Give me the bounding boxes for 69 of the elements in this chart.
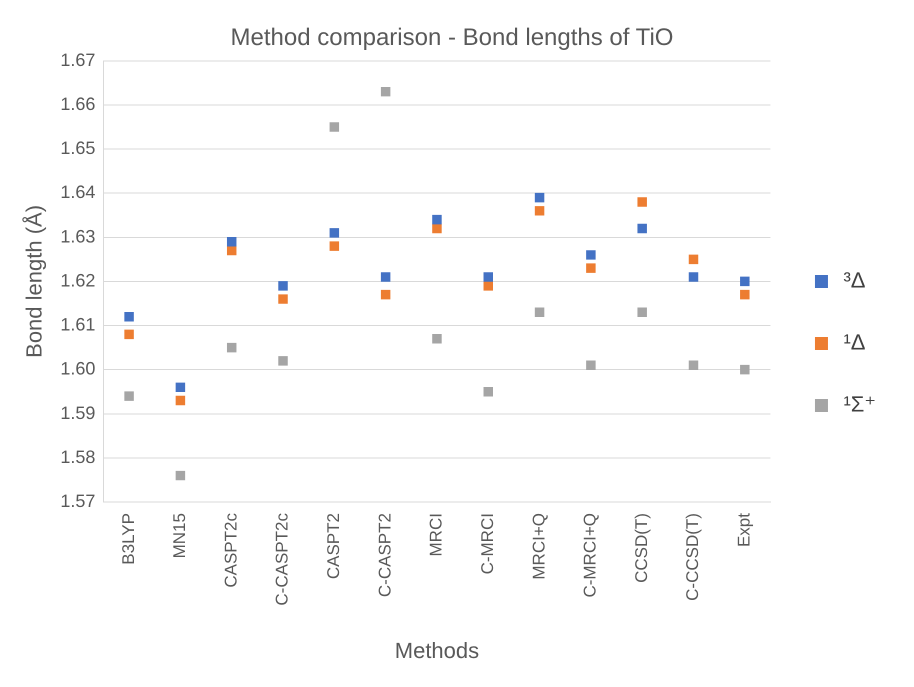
- point: [432, 334, 442, 344]
- point: [432, 214, 442, 224]
- point: [484, 272, 493, 282]
- point: [176, 470, 186, 480]
- point: [330, 241, 340, 251]
- y-tick-label: 1.65: [60, 138, 96, 158]
- x-tick-label: CCSD(T): [632, 513, 651, 583]
- y-tick-label: 1.58: [60, 446, 96, 467]
- point: [586, 360, 596, 370]
- point: [637, 308, 647, 318]
- x-tick-label: CASPT2c: [221, 512, 240, 588]
- point: [586, 250, 596, 260]
- y-tick-label: 1.63: [60, 226, 96, 246]
- y-tick-label: 1.64: [60, 182, 96, 202]
- point: [688, 254, 698, 264]
- y-tick-label: 1.59: [60, 402, 96, 423]
- point: [176, 382, 186, 392]
- point: [380, 86, 390, 96]
- point: [534, 206, 544, 216]
- x-tick-label: C-CASPT2: [375, 513, 394, 598]
- point: [124, 391, 134, 401]
- legend-label: ¹Δ: [843, 330, 866, 355]
- point: [740, 364, 750, 374]
- point: [330, 228, 340, 238]
- point: [278, 281, 288, 291]
- point: [124, 330, 134, 340]
- point: [380, 272, 390, 282]
- point: [380, 290, 390, 300]
- point: [484, 281, 493, 291]
- point: [432, 224, 442, 234]
- x-tick-label: MRCI+Q: [529, 513, 548, 580]
- x-tick-label: C-MRCI: [478, 513, 497, 574]
- point: [484, 386, 493, 396]
- legend-label: ¹Σ⁺: [843, 392, 876, 417]
- point: [226, 246, 236, 256]
- point: [124, 312, 134, 322]
- point: [637, 197, 647, 207]
- x-tick-label: C-CASPT2c: [272, 512, 292, 606]
- point: [688, 272, 698, 282]
- y-tick-label: 1.61: [60, 314, 96, 335]
- point: [534, 308, 544, 318]
- chart-title: Method comparison - Bond lengths of TiO: [230, 24, 674, 52]
- x-axis-title: Methods: [394, 638, 480, 663]
- y-tick-label: 1.67: [60, 50, 96, 70]
- point: [226, 236, 236, 246]
- legend-label: ³Δ: [843, 268, 866, 293]
- point: [534, 192, 544, 202]
- point: [278, 356, 288, 366]
- point: [176, 396, 186, 406]
- x-tick-label: MRCI: [426, 513, 446, 556]
- point: [586, 263, 596, 273]
- point: [688, 360, 698, 370]
- y-tick-label: 1.66: [60, 94, 96, 114]
- x-tick-label: C-MRCI+Q: [580, 513, 600, 598]
- point: [740, 290, 750, 300]
- x-tick-label: CASPT2: [324, 513, 344, 580]
- y-tick-label: 1.57: [60, 491, 96, 511]
- x-tick-label: C-CCSD(T): [683, 513, 702, 601]
- y-tick-label: 1.62: [60, 270, 96, 290]
- point: [226, 342, 236, 352]
- point: [330, 122, 340, 132]
- x-tick-label: B3LYP: [118, 513, 138, 565]
- x-tick-label: Expt: [734, 512, 754, 548]
- point: [278, 294, 288, 304]
- y-axis-title: Bond length (Å): [21, 204, 46, 358]
- point: [740, 276, 750, 286]
- point: [637, 224, 647, 234]
- y-tick-label: 1.60: [60, 358, 96, 379]
- x-tick-label: MN15: [170, 513, 190, 558]
